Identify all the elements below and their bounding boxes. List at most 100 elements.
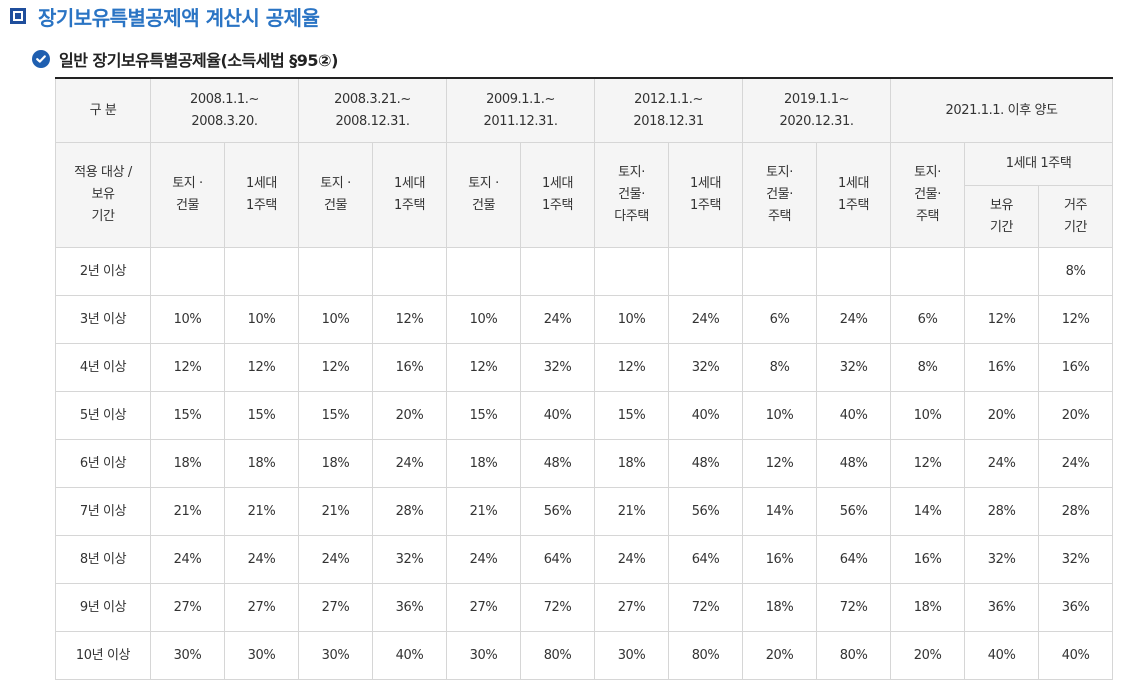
rate-cell bbox=[594, 247, 670, 296]
row-holding-period: 7년 이상 bbox=[55, 487, 151, 536]
rate-cell bbox=[816, 247, 892, 296]
table-row: 5년 이상 15% 15% 15% 20% 15% 40% 15% 40% 10% 40% 10% 20… bbox=[55, 391, 1114, 440]
rate-cell: 28% bbox=[964, 487, 1040, 536]
rate-cell: 20% bbox=[1038, 391, 1114, 440]
header-target-type: 토지 · 건물 bbox=[446, 142, 522, 248]
rate-cell: 64% bbox=[816, 535, 892, 584]
rate-cell bbox=[964, 247, 1040, 296]
rate-cell: 72% bbox=[520, 583, 596, 632]
header-one-house: 1세대 1주택 bbox=[964, 142, 1114, 186]
rate-cell: 16% bbox=[742, 535, 818, 584]
rate-cell: 10% bbox=[890, 391, 966, 440]
rate-cell: 10% bbox=[594, 295, 670, 344]
rate-cell: 40% bbox=[520, 391, 596, 440]
header-period: 2008.1.1.~ 2008.3.20. bbox=[149, 78, 300, 143]
row-holding-period: 2년 이상 bbox=[55, 247, 151, 296]
rate-cell: 24% bbox=[150, 535, 225, 584]
deduction-rate-table: 구 분 2008.1.1.~ 2008.3.20. 2008.3.21.~ 20… bbox=[55, 77, 1114, 680]
rate-cell: 12% bbox=[298, 343, 374, 392]
section-title: 일반 장기보유특별공제율(소득세법 §95②) bbox=[59, 51, 338, 70]
section-heading: 일반 장기보유특별공제율(소득세법 §95②) bbox=[32, 46, 338, 72]
rate-cell: 30% bbox=[223, 631, 300, 680]
rate-cell: 10% bbox=[298, 295, 374, 344]
rate-cell: 15% bbox=[150, 391, 225, 440]
rate-cell: 16% bbox=[1038, 343, 1114, 392]
table-row: 3년 이상 10% 10% 10% 12% 10% 24% 10% 24% 6% 24% 6% 12% 1… bbox=[55, 295, 1114, 344]
rate-cell: 24% bbox=[223, 535, 300, 584]
rate-cell: 6% bbox=[890, 295, 966, 344]
header-target-type: 토지· 건물· 다주택 bbox=[594, 142, 670, 248]
rate-cell: 6% bbox=[742, 295, 818, 344]
rate-cell: 21% bbox=[446, 487, 522, 536]
rate-cell: 18% bbox=[742, 583, 818, 632]
header-target-type: 토지· 건물· 주택 bbox=[890, 142, 966, 248]
rate-cell: 20% bbox=[372, 391, 448, 440]
header-corner: 구 분 bbox=[55, 78, 151, 143]
header-target-type: 1세대 1주택 bbox=[520, 142, 596, 248]
rate-cell: 64% bbox=[520, 535, 596, 584]
rate-cell: 28% bbox=[372, 487, 448, 536]
table-row: 7년 이상 21% 21% 21% 28% 21% 56% 21% 56% 14% 56% 14% 28… bbox=[55, 487, 1114, 536]
rate-cell: 27% bbox=[298, 583, 374, 632]
rate-cell: 40% bbox=[668, 391, 744, 440]
rate-cell: 30% bbox=[150, 631, 225, 680]
rate-cell: 56% bbox=[668, 487, 744, 536]
rate-cell: 24% bbox=[446, 535, 522, 584]
header-reside-period: 거주 기간 bbox=[1038, 185, 1114, 248]
rate-cell: 12% bbox=[890, 439, 966, 488]
header-target-type: 토지· 건물· 주택 bbox=[742, 142, 818, 248]
row-holding-period: 4년 이상 bbox=[55, 343, 151, 392]
header-period: 2012.1.1.~ 2018.12.31 bbox=[594, 78, 744, 143]
rate-cell: 20% bbox=[890, 631, 966, 680]
rate-cell bbox=[446, 247, 522, 296]
header-target-type: 토지 · 건물 bbox=[298, 142, 374, 248]
header-hold-period: 보유 기간 bbox=[964, 185, 1040, 248]
header-period: 2008.3.21.~ 2008.12.31. bbox=[298, 78, 448, 143]
rate-cell bbox=[298, 247, 374, 296]
rate-cell: 15% bbox=[594, 391, 670, 440]
table-row: 4년 이상 12% 12% 12% 16% 12% 32% 12% 32% 8% 32% 8% 16% 1… bbox=[55, 343, 1114, 392]
rate-cell: 24% bbox=[668, 295, 744, 344]
header-target-type: 1세대 1주택 bbox=[223, 142, 300, 248]
header-period: 2021.1.1. 이후 양도 bbox=[890, 78, 1114, 143]
rate-cell: 18% bbox=[890, 583, 966, 632]
rate-cell: 12% bbox=[594, 343, 670, 392]
rate-cell: 15% bbox=[446, 391, 522, 440]
rate-cell: 32% bbox=[964, 535, 1040, 584]
rate-cell: 16% bbox=[964, 343, 1040, 392]
rate-cell: 12% bbox=[446, 343, 522, 392]
rate-cell: 40% bbox=[964, 631, 1040, 680]
rate-cell: 24% bbox=[594, 535, 670, 584]
rate-cell: 40% bbox=[1038, 631, 1114, 680]
rate-cell: 16% bbox=[890, 535, 966, 584]
rate-cell: 10% bbox=[223, 295, 300, 344]
header-target-type: 1세대 1주택 bbox=[372, 142, 448, 248]
rate-cell: 21% bbox=[223, 487, 300, 536]
rate-cell: 14% bbox=[742, 487, 818, 536]
rate-cell: 8% bbox=[1038, 247, 1114, 296]
rate-cell: 36% bbox=[964, 583, 1040, 632]
rate-cell: 15% bbox=[298, 391, 374, 440]
row-holding-period: 3년 이상 bbox=[55, 295, 151, 344]
header-period: 2009.1.1.~ 2011.12.31. bbox=[446, 78, 596, 143]
rate-cell: 24% bbox=[964, 439, 1040, 488]
rate-cell bbox=[372, 247, 448, 296]
row-holding-period: 8년 이상 bbox=[55, 535, 151, 584]
rate-cell: 10% bbox=[742, 391, 818, 440]
header-target-type: 1세대 1주택 bbox=[816, 142, 892, 248]
row-holding-period: 10년 이상 bbox=[55, 631, 151, 680]
rate-cell: 30% bbox=[446, 631, 522, 680]
rate-cell: 36% bbox=[372, 583, 448, 632]
rate-cell: 10% bbox=[446, 295, 522, 344]
rate-cell: 18% bbox=[223, 439, 300, 488]
rate-cell: 30% bbox=[298, 631, 374, 680]
rate-cell: 18% bbox=[150, 439, 225, 488]
rate-cell: 80% bbox=[668, 631, 744, 680]
rate-cell: 32% bbox=[520, 343, 596, 392]
rate-cell: 56% bbox=[816, 487, 892, 536]
rate-cell: 72% bbox=[668, 583, 744, 632]
rate-cell: 10% bbox=[150, 295, 225, 344]
rate-cell: 27% bbox=[446, 583, 522, 632]
rate-cell: 12% bbox=[223, 343, 300, 392]
rate-cell: 24% bbox=[1038, 439, 1114, 488]
